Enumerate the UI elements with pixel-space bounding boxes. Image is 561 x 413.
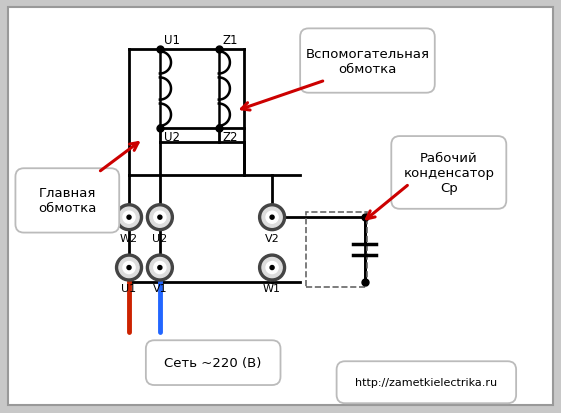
Circle shape	[146, 204, 173, 231]
Text: U2: U2	[152, 233, 168, 243]
Text: Рабочий
конденсатор
Ср: Рабочий конденсатор Ср	[403, 152, 494, 195]
Text: V1: V1	[153, 283, 167, 293]
Bar	[306, 212, 367, 287]
Text: W2: W2	[120, 233, 138, 243]
Circle shape	[259, 254, 286, 281]
Circle shape	[116, 254, 142, 281]
Circle shape	[127, 216, 131, 220]
Circle shape	[154, 262, 166, 274]
Text: W1: W1	[263, 283, 281, 293]
FancyBboxPatch shape	[300, 29, 435, 93]
Circle shape	[158, 266, 162, 270]
FancyBboxPatch shape	[8, 8, 553, 405]
Circle shape	[146, 254, 173, 281]
Circle shape	[150, 258, 170, 278]
Text: Z1: Z1	[223, 33, 238, 47]
FancyBboxPatch shape	[146, 340, 280, 385]
Text: V2: V2	[265, 233, 279, 243]
Text: Главная
обмотка: Главная обмотка	[38, 187, 96, 215]
FancyBboxPatch shape	[392, 137, 506, 209]
Circle shape	[270, 216, 274, 220]
Circle shape	[123, 211, 135, 224]
Text: U1: U1	[164, 33, 180, 47]
FancyBboxPatch shape	[337, 361, 516, 403]
Circle shape	[158, 216, 162, 220]
FancyBboxPatch shape	[16, 169, 119, 233]
Text: Вспомогательная
обмотка: Вспомогательная обмотка	[305, 47, 430, 75]
Text: Z2: Z2	[223, 131, 238, 144]
Text: http://zametkielectrika.ru: http://zametkielectrika.ru	[355, 377, 498, 387]
Circle shape	[259, 204, 286, 231]
Circle shape	[262, 208, 282, 228]
Circle shape	[154, 211, 166, 224]
Circle shape	[119, 258, 139, 278]
Circle shape	[123, 262, 135, 274]
Circle shape	[116, 204, 142, 231]
Circle shape	[119, 208, 139, 228]
Circle shape	[266, 262, 278, 274]
Circle shape	[270, 266, 274, 270]
Text: U1: U1	[122, 283, 136, 293]
Circle shape	[127, 266, 131, 270]
Circle shape	[150, 208, 170, 228]
Text: U2: U2	[164, 131, 180, 144]
Circle shape	[266, 211, 278, 224]
Text: Сеть ~220 (В): Сеть ~220 (В)	[164, 356, 262, 369]
Circle shape	[262, 258, 282, 278]
